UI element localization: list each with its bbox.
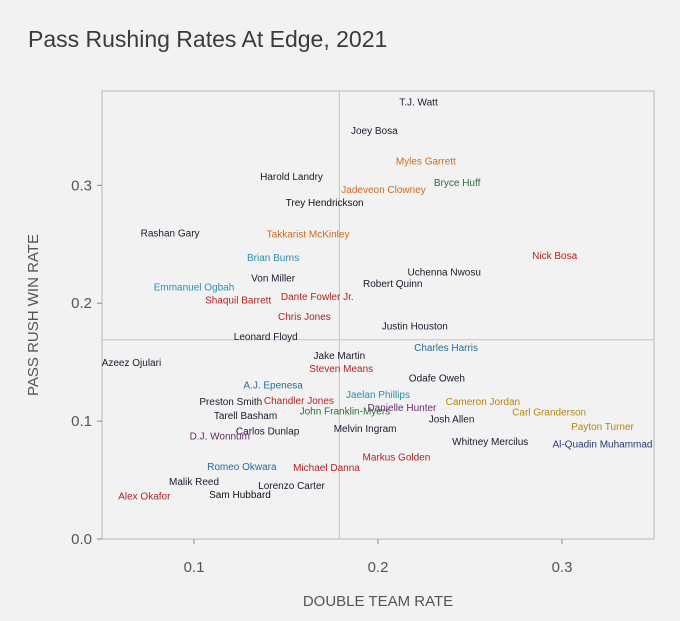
x-tick-label: 0.3	[552, 559, 573, 576]
point-label: Charles Harris	[414, 343, 478, 354]
point-label: Malik Reed	[169, 477, 219, 488]
point-label: Brian Burns	[247, 253, 299, 264]
y-tick-label: 0.3	[71, 177, 92, 194]
y-axis-label: PASS RUSH WIN RATE	[25, 234, 42, 396]
point-label: Carlos Dunlap	[236, 427, 300, 438]
chart-title: Pass Rushing Rates At Edge, 2021	[28, 26, 388, 52]
point-label: Von Miller	[251, 273, 296, 284]
x-tick-label: 0.2	[368, 559, 389, 576]
point-label: T.J. Watt	[399, 98, 438, 109]
point-label: Leonard Floyd	[234, 332, 298, 343]
point-label: Romeo Okwara	[207, 462, 277, 473]
point-label: Jake Martin	[314, 351, 366, 362]
point-label: Joey Bosa	[351, 126, 398, 137]
point-label: Tarell Basham	[214, 411, 277, 422]
point-label: Lorenzo Carter	[258, 481, 325, 492]
point-label: Jadeveon Clowney	[341, 185, 426, 196]
point-label: Jaelan Phillips	[346, 390, 410, 401]
point-label: Alex Okafor	[118, 491, 171, 502]
point-label: Cameron Jordan	[446, 397, 520, 408]
point-label: Uchenna Nwosu	[408, 267, 481, 278]
point-label: Justin Houston	[382, 322, 448, 333]
point-label: Rashan Gary	[141, 228, 200, 239]
point-label: Josh Allen	[429, 415, 475, 426]
point-label: Carl Granderson	[512, 408, 586, 419]
point-label: Shaquil Barrett	[205, 296, 271, 307]
point-label: Markus Golden	[362, 452, 430, 463]
point-label: Bryce Huff	[434, 178, 481, 189]
point-label: Al-Quadin Muhammad	[552, 440, 652, 451]
point-label: Melvin Ingram	[334, 424, 397, 435]
y-tick-label: 0.1	[71, 413, 92, 430]
y-tick-label: 0.0	[71, 531, 92, 548]
point-label: Sam Hubbard	[209, 490, 271, 501]
point-label: Harold Landry	[260, 172, 323, 183]
point-label: Emmanuel Ogbah	[154, 283, 235, 294]
y-tick-label: 0.2	[71, 295, 92, 312]
point-label: Michael Danna	[293, 463, 360, 474]
point-label: Chris Jones	[278, 312, 331, 323]
point-label: Robert Quinn	[363, 279, 422, 290]
point-label: Odafe Oweh	[409, 373, 465, 384]
point-label: D.J. Wonnum	[190, 431, 250, 442]
point-label: Danielle Hunter	[367, 403, 437, 414]
plot-border	[101, 90, 655, 540]
y-axis-ticks: 0.0 0.1 0.2 0.3	[71, 177, 102, 548]
reference-lines	[102, 91, 654, 539]
point-label: Trey Hendrickson	[286, 198, 364, 209]
point-label: Takkarist McKinley	[267, 230, 350, 241]
x-axis-ticks: 0.1 0.2 0.3	[184, 539, 573, 576]
point-labels: T.J. Watt Joey Bosa Myles Garrett Harold La…	[102, 98, 653, 503]
x-axis-label: DOUBLE TEAM RATE	[303, 593, 453, 610]
point-label: Dante Fowler Jr.	[281, 292, 354, 303]
point-label: Steven Means	[309, 364, 373, 375]
x-tick-label: 0.1	[184, 559, 205, 576]
point-label: Payton Turner	[571, 422, 634, 433]
point-label: John Franklin-Myers	[300, 406, 391, 417]
point-label: Whitney Mercilus	[452, 437, 528, 448]
point-label: A.J. Epenesa	[243, 381, 303, 392]
point-label: Nick Bosa	[532, 251, 577, 262]
point-label: Myles Garrett	[396, 157, 456, 168]
point-label: Preston Smith	[199, 397, 262, 408]
point-label: Azeez Ojulari	[102, 358, 161, 369]
point-label: Chandler Jones	[264, 396, 334, 407]
